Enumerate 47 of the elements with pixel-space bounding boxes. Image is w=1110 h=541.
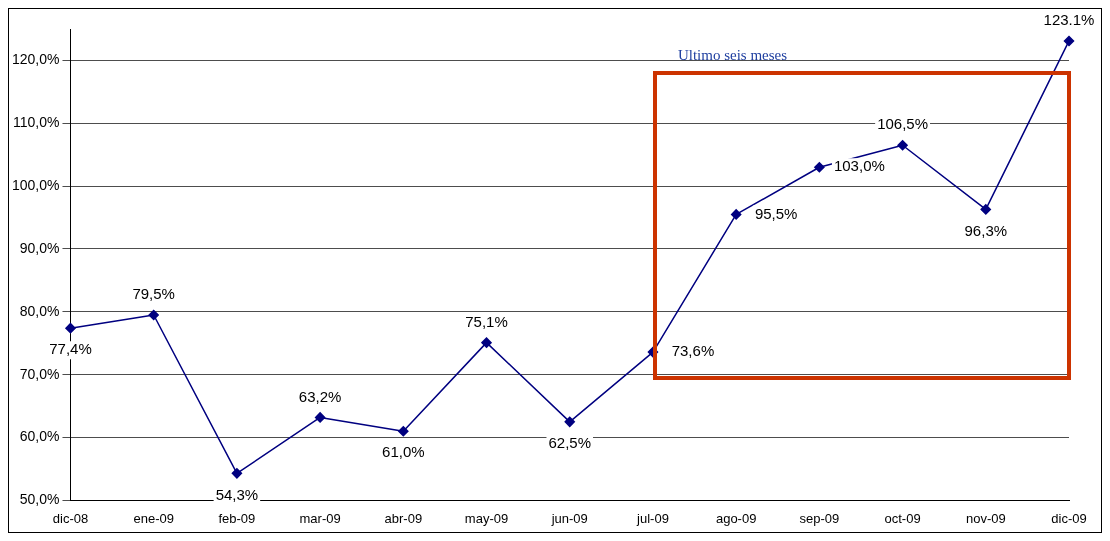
point bbox=[314, 412, 326, 423]
data-label: 123.1% bbox=[1043, 11, 1095, 29]
y-tick-label: 110,0% bbox=[13, 114, 60, 131]
y-tick-label: 50,0% bbox=[19, 491, 60, 508]
y-tick-label: 80,0% bbox=[19, 302, 60, 319]
x-tick-label: jun-09 bbox=[550, 510, 588, 526]
x-tick-label: may-09 bbox=[464, 510, 509, 526]
data-label: 103,0% bbox=[833, 157, 885, 175]
point bbox=[814, 162, 825, 173]
point bbox=[231, 468, 243, 479]
data-label: 75,1% bbox=[465, 312, 508, 330]
data-label: 73,6% bbox=[671, 342, 715, 360]
point bbox=[398, 426, 409, 437]
point bbox=[65, 322, 76, 334]
y-tick-label: 120,0% bbox=[12, 51, 60, 68]
point bbox=[1063, 35, 1075, 47]
data-label: 95,5% bbox=[754, 204, 798, 222]
data-label: 77,4% bbox=[49, 340, 92, 358]
x-tick-label: oct-09 bbox=[884, 510, 921, 526]
x-tick-label: sep-09 bbox=[799, 510, 840, 526]
x-tick-label: jul-09 bbox=[636, 510, 669, 526]
x-tick-label: mar-09 bbox=[299, 510, 341, 526]
x-tick-label: dic-08 bbox=[52, 510, 89, 526]
data-label: 106,5% bbox=[877, 115, 929, 133]
x-tick-label: abr-09 bbox=[384, 510, 423, 526]
data-label: 79,5% bbox=[132, 285, 175, 303]
y-tick-label: 70,0% bbox=[19, 365, 60, 382]
data-label: 63,2% bbox=[298, 387, 342, 405]
data-label: 61,0% bbox=[382, 443, 425, 461]
data-label: 96,3% bbox=[964, 221, 1008, 239]
x-tick-label: feb-09 bbox=[218, 510, 256, 526]
data-label: 62,5% bbox=[548, 433, 592, 451]
x-tick-label: nov-09 bbox=[965, 510, 1006, 526]
point bbox=[730, 209, 742, 220]
x-tick-label: ago-09 bbox=[715, 510, 757, 526]
x-tick-label: dic-09 bbox=[1051, 510, 1087, 526]
data-label: 54,3% bbox=[215, 485, 259, 503]
point bbox=[481, 337, 492, 348]
y-tick-label: 90,0% bbox=[19, 239, 60, 256]
y-tick-label: 60,0% bbox=[19, 428, 60, 445]
x-tick-label: ene-09 bbox=[133, 510, 174, 526]
y-tick-label: 100,0% bbox=[12, 176, 60, 193]
point bbox=[980, 204, 992, 215]
point bbox=[897, 140, 908, 151]
annotation: Ultimo seis meses bbox=[677, 46, 788, 63]
point bbox=[564, 416, 575, 428]
point bbox=[148, 309, 159, 321]
